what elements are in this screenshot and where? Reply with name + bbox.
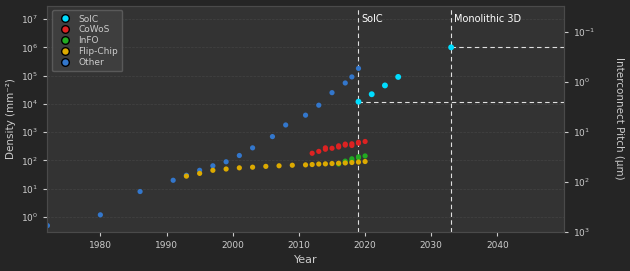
Point: [353, 156, 364, 160]
Text: Monolithic 3D: Monolithic 3D: [454, 14, 522, 24]
Point: [168, 178, 178, 182]
Point: [380, 83, 390, 88]
Point: [280, 123, 290, 127]
Point: [195, 171, 205, 176]
Point: [221, 167, 231, 171]
Y-axis label: Interconnect Pitch (µm): Interconnect Pitch (µm): [614, 57, 624, 180]
Point: [314, 103, 324, 107]
Point: [135, 189, 145, 194]
Point: [347, 157, 357, 161]
X-axis label: Year: Year: [294, 256, 318, 265]
Point: [446, 45, 456, 50]
Point: [320, 146, 330, 150]
Point: [234, 153, 244, 158]
Point: [181, 174, 192, 178]
Point: [347, 160, 357, 165]
Point: [208, 164, 218, 168]
Point: [234, 166, 244, 170]
Point: [347, 143, 357, 148]
Point: [248, 146, 258, 150]
Point: [267, 134, 277, 139]
Point: [393, 75, 403, 79]
Point: [353, 140, 364, 144]
Point: [320, 147, 330, 151]
Point: [340, 143, 350, 147]
Point: [314, 149, 324, 154]
Point: [340, 159, 350, 163]
Point: [347, 158, 357, 163]
Point: [327, 146, 337, 150]
Point: [287, 163, 297, 167]
Point: [307, 162, 317, 167]
Text: SoIC: SoIC: [362, 14, 384, 24]
Point: [353, 160, 364, 164]
Point: [334, 144, 344, 148]
Point: [301, 163, 311, 167]
Legend: SoIC, CoWoS, InFO, Flip-Chip, Other: SoIC, CoWoS, InFO, Flip-Chip, Other: [52, 10, 122, 71]
Point: [95, 213, 105, 217]
Point: [334, 162, 344, 166]
Point: [347, 75, 357, 79]
Point: [320, 162, 330, 166]
Point: [347, 142, 357, 146]
Point: [248, 165, 258, 169]
Point: [340, 81, 350, 85]
Point: [327, 91, 337, 95]
Point: [360, 139, 370, 144]
Point: [42, 223, 52, 228]
Y-axis label: Density (mm⁻²): Density (mm⁻²): [6, 78, 16, 159]
Point: [353, 99, 364, 104]
Point: [353, 66, 364, 70]
Point: [195, 168, 205, 172]
Point: [208, 168, 218, 172]
Point: [360, 154, 370, 158]
Point: [327, 161, 337, 166]
Point: [261, 164, 271, 169]
Point: [307, 151, 317, 156]
Point: [360, 159, 370, 164]
Point: [181, 173, 192, 178]
Point: [353, 155, 364, 159]
Point: [334, 145, 344, 149]
Point: [274, 164, 284, 168]
Point: [367, 92, 377, 96]
Point: [301, 113, 311, 117]
Point: [340, 160, 350, 165]
Point: [334, 161, 344, 165]
Point: [221, 160, 231, 164]
Point: [353, 141, 364, 145]
Point: [340, 142, 350, 146]
Point: [340, 161, 350, 165]
Point: [314, 162, 324, 166]
